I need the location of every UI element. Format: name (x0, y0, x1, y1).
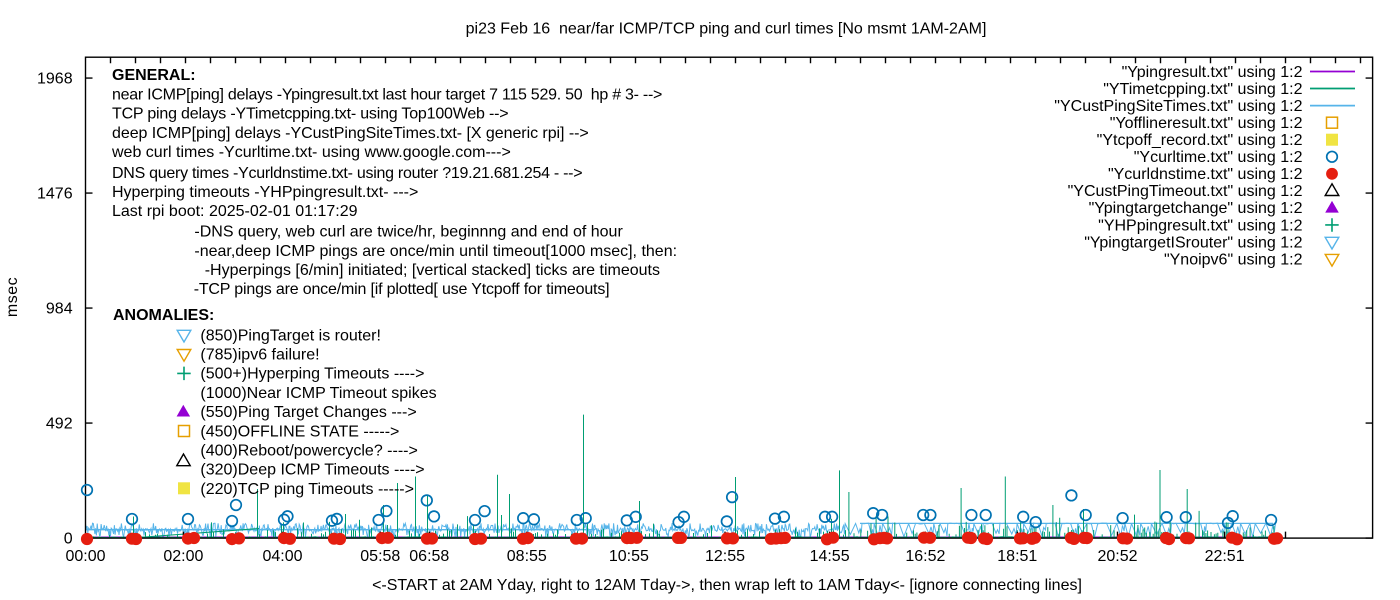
svg-text:984: 984 (46, 300, 73, 317)
svg-text:"YHPpingresult.txt" using 1:2: "YHPpingresult.txt" using 1:2 (1098, 217, 1302, 234)
svg-text:"YpingtargetISrouter" using 1:: "YpingtargetISrouter" using 1:2 (1084, 234, 1302, 251)
svg-text:GENERAL:: GENERAL: (112, 67, 196, 84)
svg-text:"YCustPingTimeout.txt" using 1: "YCustPingTimeout.txt" using 1:2 (1068, 183, 1303, 200)
svg-text:05:58: 05:58 (360, 548, 400, 565)
svg-text:"Ypingtargetchange" using 1:2: "Ypingtargetchange" using 1:2 (1089, 200, 1303, 217)
svg-text:"Ynoipv6" using 1:2: "Ynoipv6" using 1:2 (1164, 251, 1303, 268)
svg-text:(785)ipv6 failure!: (785)ipv6 failure! (200, 347, 319, 364)
svg-text:12:55: 12:55 (705, 548, 745, 565)
svg-text:ANOMALIES:: ANOMALIES: (113, 307, 214, 324)
svg-text:<-START at 2AM Yday, right to: <-START at 2AM Yday, right to 12AM Tday-… (372, 577, 1082, 594)
svg-text:"YTimetcpping.txt" using 1:2: "YTimetcpping.txt" using 1:2 (1103, 81, 1302, 98)
svg-text:pi23 Feb 16 near/far ICMP/TCP: pi23 Feb 16 near/far ICMP/TCP ping and c… (466, 21, 987, 38)
svg-text:(500+)Hyperping Timeouts ---->: (500+)Hyperping Timeouts ----> (200, 366, 424, 383)
svg-text:492: 492 (46, 415, 73, 432)
svg-text:-TCP pings are once/min [if pl: -TCP pings are once/min [if plotted[ use… (194, 281, 610, 298)
svg-text:-DNS query, web curl are twice: -DNS query, web curl are twice/hr, begin… (194, 224, 623, 241)
svg-text:(220)TCP ping Timeouts ----->: (220)TCP ping Timeouts -----> (200, 481, 414, 498)
svg-text:-near,deep ICMP pings are once: -near,deep ICMP pings are once/min until… (194, 243, 677, 260)
svg-text:"Ypingresult.txt" using 1:2: "Ypingresult.txt" using 1:2 (1122, 64, 1303, 81)
svg-text:Last rpi boot: 2025-02-01 01:1: Last rpi boot: 2025-02-01 01:17:29 (112, 203, 358, 220)
svg-text:"Ycurltime.txt" using 1:2: "Ycurltime.txt" using 1:2 (1134, 149, 1303, 166)
svg-text:TCP ping delays -YTimetcpping.: TCP ping delays -YTimetcpping.txt- using… (112, 106, 508, 123)
svg-text:"Yofflineresult.txt" using 1:2: "Yofflineresult.txt" using 1:2 (1110, 115, 1303, 132)
svg-text:06:58: 06:58 (409, 548, 449, 565)
svg-text:16:52: 16:52 (905, 548, 945, 565)
svg-text:00:00: 00:00 (65, 548, 105, 565)
svg-text:"Ycurldnstime.txt" using 1:2: "Ycurldnstime.txt" using 1:2 (1108, 166, 1303, 183)
svg-text:"Ytcpoff_record.txt" using 1:2: "Ytcpoff_record.txt" using 1:2 (1097, 132, 1303, 149)
svg-text:web curl times -Ycurltime.txt-: web curl times -Ycurltime.txt- using www… (111, 144, 511, 161)
svg-text:20:52: 20:52 (1097, 548, 1137, 565)
svg-text:22:51: 22:51 (1205, 548, 1245, 565)
svg-text:-Hyperpings [6/min] initiated;: -Hyperpings [6/min] initiated; [vertical… (205, 262, 660, 279)
svg-text:(1000)Near ICMP Timeout spikes: (1000)Near ICMP Timeout spikes (200, 385, 436, 402)
svg-text:10:55: 10:55 (609, 548, 649, 565)
svg-text:(450)OFFLINE STATE ----->: (450)OFFLINE STATE -----> (200, 423, 399, 440)
svg-text:(550)Ping Target Changes --->: (550)Ping Target Changes ---> (200, 404, 416, 421)
svg-text:08:55: 08:55 (507, 548, 547, 565)
svg-text:1476: 1476 (37, 185, 73, 202)
svg-text:04:00: 04:00 (262, 548, 302, 565)
svg-text:(320)Deep ICMP Timeouts ---->: (320)Deep ICMP Timeouts ----> (200, 462, 424, 479)
svg-text:02:00: 02:00 (163, 548, 203, 565)
svg-text:deep ICMP[ping] delays -YCustP: deep ICMP[ping] delays -YCustPingSiteTim… (112, 125, 589, 142)
svg-text:14:55: 14:55 (810, 548, 850, 565)
svg-text:near ICMP[ping] delays -Ypingr: near ICMP[ping] delays -Ypingresult.txt … (112, 86, 662, 103)
svg-text:"YCustPingSiteTimes.txt" using: "YCustPingSiteTimes.txt" using 1:2 (1054, 98, 1302, 115)
svg-text:DNS query times -Ycurldnstime.: DNS query times -Ycurldnstime.txt- using… (112, 165, 582, 182)
svg-text:0: 0 (64, 530, 73, 547)
svg-text:msec: msec (4, 277, 21, 317)
svg-text:Hyperping timeouts -YHPpingres: Hyperping timeouts -YHPpingresult.txt- -… (112, 184, 418, 201)
svg-text:(400)Reboot/powercycle? ---->: (400)Reboot/powercycle? ----> (200, 443, 417, 460)
svg-text:18:51: 18:51 (997, 548, 1037, 565)
svg-text:1968: 1968 (37, 70, 73, 87)
svg-text:(850)PingTarget is router!: (850)PingTarget is router! (200, 327, 381, 344)
